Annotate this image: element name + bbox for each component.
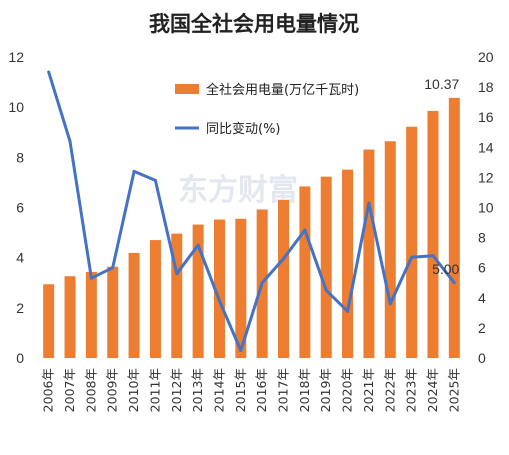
yoy-point-2006年 — [47, 70, 51, 74]
yoy-point-2007年 — [68, 139, 72, 143]
x-tick-2015年: 2015年 — [233, 368, 248, 412]
yoy-point-2024年 — [431, 254, 435, 258]
y-left-tick-12: 12 — [8, 49, 24, 65]
y-right-tick-6: 6 — [478, 260, 486, 276]
yoy-line — [47, 71, 456, 352]
yoy-point-2019年 — [324, 288, 328, 292]
y-right-tick-4: 4 — [478, 290, 486, 306]
yoy-point-2008年 — [89, 276, 93, 280]
y-right-tick-2: 2 — [478, 320, 486, 336]
bar-2022年 — [384, 141, 396, 358]
x-tick-2020年: 2020年 — [340, 368, 355, 412]
x-axis: 2006年 2007年 2008年 2009年 2010年 2011年 2012年 2013年… — [41, 368, 462, 412]
legend-swatch-bar — [175, 84, 199, 94]
x-tick-2019年: 2019年 — [318, 368, 333, 412]
yoy-point-2025年 — [452, 281, 456, 285]
bar-2010年 — [128, 252, 140, 358]
x-tick-2024年: 2024年 — [425, 368, 440, 412]
yoy-point-2023年 — [410, 255, 414, 259]
x-tick-2010年: 2010年 — [126, 368, 141, 412]
y-right-tick-14: 14 — [478, 139, 494, 155]
legend: 全社会用电量(万亿千瓦时) 同比变动(%) — [175, 82, 359, 137]
line-layer — [47, 70, 456, 352]
yoy-point-2021年 — [367, 201, 371, 205]
bar-2006年 — [43, 284, 55, 358]
y-left-tick-2: 2 — [16, 300, 24, 316]
bar-2015年 — [235, 218, 247, 358]
bar-2008年 — [85, 271, 97, 358]
y-right-tick-18: 18 — [478, 79, 494, 95]
bar-2018年 — [299, 186, 311, 358]
x-tick-2016年: 2016年 — [254, 368, 269, 412]
yoy-point-2017年 — [282, 257, 286, 261]
data-label-bar-2025年: 10.37 — [424, 76, 459, 92]
bar-2012年 — [171, 233, 183, 358]
bar-2007年 — [64, 276, 76, 358]
x-tick-2013年: 2013年 — [190, 368, 205, 412]
y-left-tick-6: 6 — [16, 200, 24, 216]
bar-2025年 — [448, 97, 460, 358]
legend-label-bar: 全社会用电量(万亿千瓦时) — [206, 82, 359, 98]
yoy-point-2010年 — [132, 169, 136, 173]
yoy-point-2020年 — [346, 309, 350, 313]
x-tick-2006年: 2006年 — [41, 368, 56, 412]
y-axis-left: 0 2 4 6 8 10 12 — [8, 49, 24, 366]
bar-2021年 — [363, 149, 375, 358]
y-right-tick-12: 12 — [478, 169, 494, 185]
bar-2009年 — [107, 266, 119, 358]
x-tick-2025年: 2025年 — [446, 368, 461, 412]
x-tick-2009年: 2009年 — [105, 368, 120, 412]
bar-2011年 — [149, 240, 161, 358]
bar-2017年 — [278, 199, 290, 358]
legend-label-line: 同比变动(%) — [206, 121, 281, 137]
bar-2013年 — [192, 224, 204, 358]
y-right-tick-10: 10 — [478, 200, 494, 216]
bar-2023年 — [406, 126, 418, 359]
yoy-point-2015年 — [239, 348, 243, 352]
x-tick-2011年: 2011年 — [147, 368, 162, 412]
y-axis-right: 0 2 4 6 8 10 12 14 16 18 20 — [478, 49, 494, 366]
y-right-tick-16: 16 — [478, 109, 494, 125]
chart-title: 我国全社会用电量情况 — [149, 12, 359, 36]
yoy-point-2014年 — [217, 299, 221, 303]
x-tick-2017年: 2017年 — [276, 368, 291, 412]
bar-2014年 — [213, 219, 225, 358]
y-left-tick-10: 10 — [8, 99, 24, 115]
yoy-point-2013年 — [196, 243, 200, 247]
bar-2019年 — [320, 176, 332, 358]
yoy-point-2011年 — [153, 178, 157, 182]
yoy-point-2022年 — [388, 302, 392, 306]
x-tick-2012年: 2012年 — [169, 368, 184, 412]
x-tick-2014年: 2014年 — [211, 368, 226, 412]
watermark-text: 东方财富 — [178, 173, 298, 208]
x-tick-2023年: 2023年 — [404, 368, 419, 412]
yoy-point-2018年 — [303, 228, 307, 232]
x-tick-2021年: 2021年 — [361, 368, 376, 412]
bar-2020年 — [342, 169, 354, 358]
y-left-tick-8: 8 — [16, 149, 24, 165]
y-left-tick-0: 0 — [16, 350, 24, 366]
bar-2024年 — [427, 110, 439, 358]
y-left-tick-4: 4 — [16, 250, 24, 266]
data-labels: 10.37 5.00 — [424, 76, 459, 277]
x-tick-2007年: 2007年 — [62, 368, 77, 412]
data-label-line-2025年: 5.00 — [432, 261, 459, 277]
yoy-point-2016年 — [260, 281, 264, 285]
x-tick-2008年: 2008年 — [83, 368, 98, 412]
y-right-tick-8: 8 — [478, 230, 486, 246]
yoy-point-2009年 — [111, 266, 115, 270]
yoy-point-2012年 — [175, 272, 179, 276]
y-right-tick-20: 20 — [478, 49, 494, 65]
x-tick-2022年: 2022年 — [382, 368, 397, 412]
x-tick-2018年: 2018年 — [297, 368, 312, 412]
y-right-tick-0: 0 — [478, 350, 486, 366]
